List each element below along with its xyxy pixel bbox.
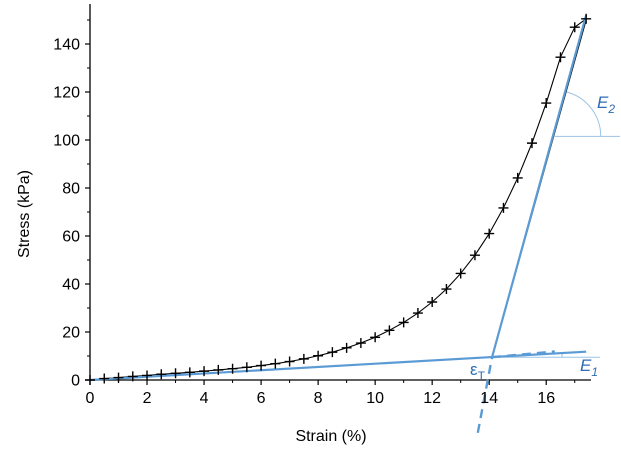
data-point-marker — [199, 366, 210, 377]
e2-angle-arc — [566, 91, 602, 137]
data-point-marker — [555, 52, 566, 63]
data-point-marker — [484, 228, 495, 239]
data-point-marker — [427, 297, 438, 307]
data-point-marker — [541, 98, 552, 109]
x-tick-label: 0 — [86, 390, 95, 407]
data-point-marker — [85, 375, 95, 385]
data-point-marker — [398, 317, 409, 328]
data-point-marker — [412, 308, 423, 319]
data-point-marker — [569, 22, 580, 33]
x-tick-label: 8 — [314, 390, 323, 407]
series-group — [89, 14, 588, 434]
data-point-marker — [327, 347, 338, 358]
data-point-marker — [313, 350, 324, 361]
e1-annotation: E1 — [580, 356, 598, 379]
data-point-marker — [498, 202, 509, 213]
y-tick-label: 0 — [71, 373, 80, 390]
y-axis-title: Stress (kPa) — [16, 170, 33, 258]
data-markers — [85, 13, 592, 385]
data-point-marker — [184, 367, 195, 378]
data-point-marker — [455, 268, 466, 279]
series-line-2 — [89, 19, 587, 381]
y-tick-label: 40 — [62, 277, 80, 294]
x-axis-title: Strain (%) — [295, 428, 366, 445]
data-point-marker — [512, 172, 523, 183]
x-tick-label: 2 — [143, 390, 152, 407]
data-point-marker — [227, 363, 238, 374]
data-point-marker — [127, 371, 138, 382]
epsilon-t-annotation: εT — [470, 360, 486, 383]
data-point-marker — [370, 332, 381, 343]
y-tick-label: 80 — [62, 181, 80, 198]
data-point-marker — [241, 362, 252, 373]
data-point-marker — [99, 373, 110, 384]
series-line-5 — [491, 350, 555, 359]
e2-annotation: E2 — [597, 93, 615, 116]
data-point-marker — [156, 369, 167, 380]
tick-labels: 0 20 40 60 80 100 120 140 0 2 4 6 8 10 12 14 16 — [53, 37, 555, 408]
x-tick-label: 6 — [257, 390, 266, 407]
y-tick-label: 100 — [53, 133, 80, 150]
data-point-marker — [298, 353, 309, 364]
x-tick-label: 10 — [366, 390, 384, 407]
data-point-marker — [213, 364, 224, 375]
series-line-4 — [490, 14, 588, 358]
data-point-marker — [526, 138, 537, 149]
x-tick-label: 14 — [480, 390, 498, 407]
y-tick-label: 20 — [62, 325, 80, 342]
series-line-6 — [476, 356, 494, 434]
data-point-marker — [142, 370, 153, 381]
data-point-marker — [341, 342, 352, 353]
y-tick-label: 140 — [53, 37, 80, 54]
data-point-marker — [441, 284, 452, 295]
series-line-3 — [89, 350, 587, 382]
data-point-marker — [581, 13, 592, 24]
x-tick-label: 4 — [200, 390, 209, 407]
data-point-marker — [170, 368, 181, 379]
y-tick-label: 60 — [62, 229, 80, 246]
data-point-marker — [113, 372, 124, 383]
reference-lines — [492, 91, 620, 358]
y-tick-label: 120 — [53, 85, 80, 102]
data-point-marker — [384, 325, 395, 336]
data-point-marker — [355, 338, 366, 349]
data-point-marker — [270, 358, 281, 369]
x-tick-label: 12 — [423, 390, 441, 407]
data-point-marker — [256, 360, 267, 371]
data-point-marker — [284, 356, 295, 367]
axes — [85, 4, 591, 385]
data-point-marker — [469, 250, 480, 261]
series-line-1 — [89, 18, 587, 381]
x-tick-label: 16 — [537, 390, 555, 407]
